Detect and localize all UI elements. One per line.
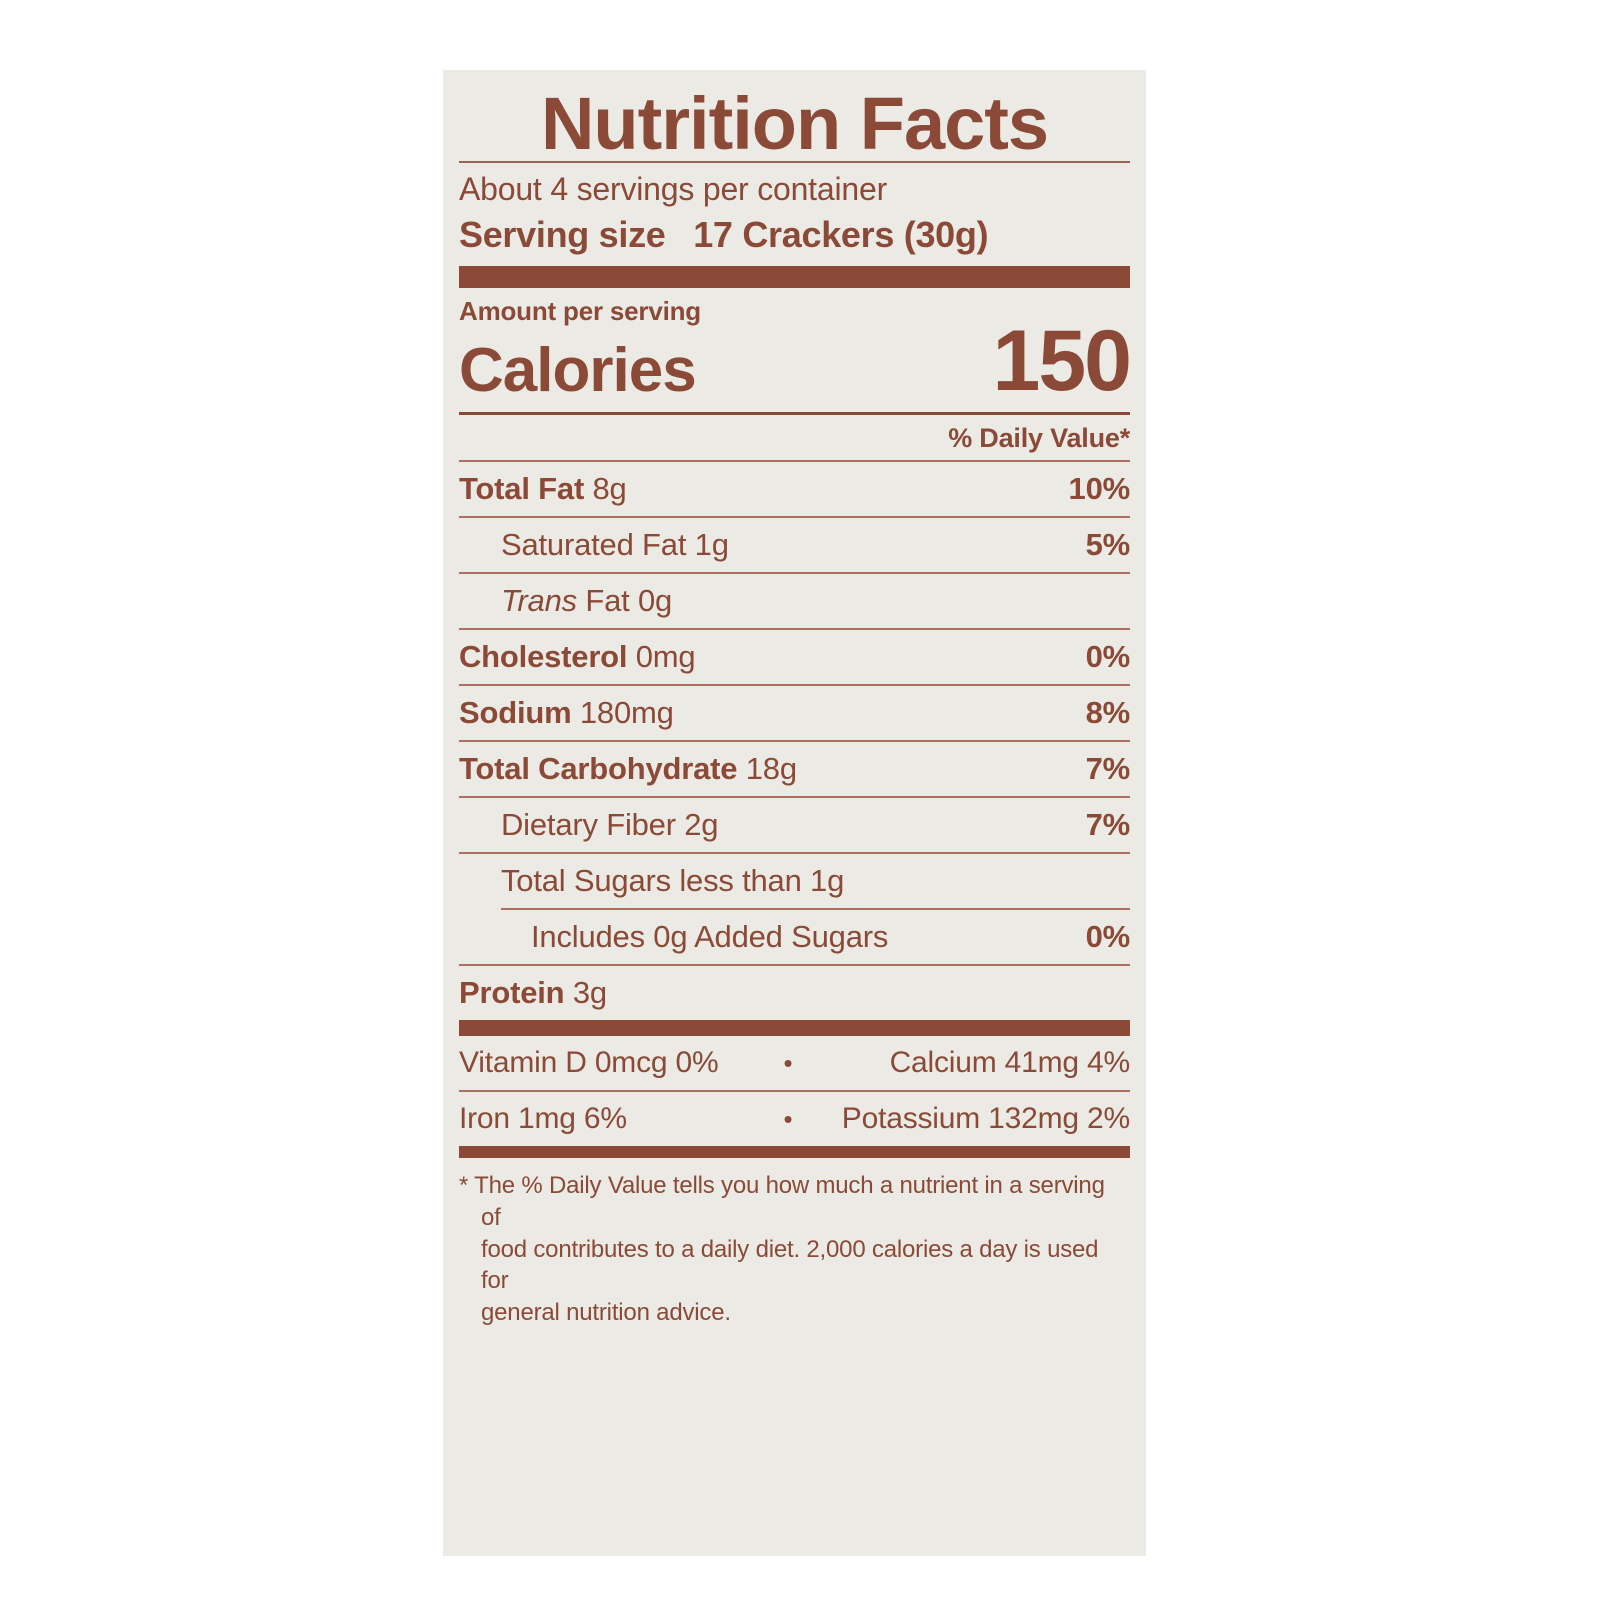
nutrient-name: Includes <box>531 919 645 955</box>
row-divider <box>459 796 1130 799</box>
nutrient-dv: 5% <box>1085 527 1131 563</box>
nutrient-name: Dietary Fiber <box>501 807 676 843</box>
calories-label: Calories <box>459 335 697 405</box>
nutrient-name: Trans <box>501 583 577 619</box>
nutrition-facts-panel: Nutrition Facts About 4 servings per con… <box>443 70 1146 1556</box>
row-divider <box>459 964 1130 967</box>
row-divider <box>459 572 1130 575</box>
daily-value-header: % Daily Value* <box>948 423 1130 454</box>
micronutrient-row-iron-potassium: Iron 1mg 6% • Potassium 132mg 2% <box>459 1092 1130 1146</box>
nutrient-row-sodium: Sodium 180mg 8% <box>459 686 1130 740</box>
nutrient-row-total-carbohydrate: Total Carbohydrate 18g 7% <box>459 742 1130 796</box>
nutrient-row-trans-fat: Trans Fat 0g <box>459 574 1130 628</box>
nutrient-amount: 180mg <box>579 695 674 731</box>
nutrient-name: Cholesterol <box>459 639 628 675</box>
micronutrient-left: Iron 1mg 6% <box>459 1102 627 1136</box>
nutrient-name: Total Sugars <box>501 863 671 899</box>
serving-size-row: Serving size 17 Crackers (30g) <box>459 212 1130 266</box>
micronutrient-right: Calcium 41mg 4% <box>889 1046 1131 1080</box>
nutrient-amount: 0g Added Sugars <box>653 919 889 955</box>
nutrient-amount: 2g <box>684 807 719 843</box>
nutrient-amount: 18g <box>745 751 797 787</box>
micronutrient-left: Vitamin D 0mcg 0% <box>459 1046 719 1080</box>
servings-per-container: About 4 servings per container <box>459 170 888 207</box>
micronutrient-right: Potassium 132mg 2% <box>841 1102 1130 1136</box>
amount-per-serving-label: Amount per serving <box>459 295 701 326</box>
title-divider <box>459 160 1130 163</box>
nutrient-row-cholesterol: Cholesterol 0mg 0% <box>459 630 1130 684</box>
thick-divider-micronutrients <box>459 1020 1130 1037</box>
calories-divider <box>459 412 1130 416</box>
row-divider <box>459 684 1130 687</box>
serving-size-label: Serving size <box>459 213 666 255</box>
nutrient-amount: 0mg <box>635 639 696 675</box>
row-divider <box>459 516 1130 519</box>
nutrient-amount: 8g <box>592 471 627 507</box>
nutrient-dv: 10% <box>1068 471 1131 507</box>
nutrient-amount: 3g <box>572 975 607 1011</box>
nutrient-dv: 7% <box>1085 751 1131 787</box>
nutrient-row-protein: Protein 3g <box>459 966 1130 1020</box>
footnote: * The % Daily Value tells you how much a… <box>459 1158 1130 1328</box>
nutrient-row-dietary-fiber: Dietary Fiber 2g 7% <box>459 798 1130 852</box>
bullet-separator-icon: • <box>783 1104 793 1135</box>
nutrient-amount: Fat 0g <box>585 583 673 619</box>
row-divider <box>459 628 1130 631</box>
footnote-line-1: * The % Daily Value tells you how much a… <box>459 1172 1105 1231</box>
bullet-separator-icon: • <box>783 1048 793 1079</box>
nutrient-dv: 8% <box>1085 695 1131 731</box>
serving-size-value: 17 Crackers (30g) <box>693 213 989 255</box>
row-divider <box>459 740 1130 743</box>
nutrient-amount: 1g <box>694 527 729 563</box>
calories-row: Calories 150 <box>459 312 1132 409</box>
micronutrient-row-vitamin-d-calcium: Vitamin D 0mcg 0% • Calcium 41mg 4% <box>459 1036 1130 1090</box>
nutrient-name: Total Carbohydrate <box>459 751 738 787</box>
row-divider <box>459 852 1130 855</box>
nutrient-row-total-sugars: Total Sugars less than 1g <box>459 854 1130 908</box>
nutrient-dv: 7% <box>1085 807 1131 843</box>
nutrient-name: Total Fat <box>459 471 585 507</box>
nutrient-dv: 0% <box>1085 639 1131 675</box>
nutrient-row-added-sugars: Includes 0g Added Sugars 0% <box>459 910 1130 964</box>
nutrient-name: Sodium <box>459 695 572 731</box>
page-title: Nutrition Facts <box>540 82 1049 165</box>
footnote-line-3: general nutrition advice. <box>481 1298 731 1326</box>
footnote-divider <box>459 1146 1130 1159</box>
calories-value: 150 <box>992 312 1132 409</box>
nutrient-name: Protein <box>459 975 565 1011</box>
micronutrient-divider <box>459 1090 1130 1093</box>
dv-divider <box>459 460 1130 463</box>
thick-divider-top <box>459 265 1130 288</box>
nutrient-amount: less than 1g <box>679 863 845 899</box>
nutrient-row-saturated-fat: Saturated Fat 1g 5% <box>459 518 1130 572</box>
nutrient-row-total-fat: Total Fat 8g 10% <box>459 462 1130 516</box>
footnote-line-2: food contributes to a daily diet. 2,000 … <box>481 1235 1099 1295</box>
nutrient-name: Saturated Fat <box>501 527 687 563</box>
row-divider-indented <box>501 908 1130 911</box>
nutrient-dv: 0% <box>1085 919 1131 955</box>
